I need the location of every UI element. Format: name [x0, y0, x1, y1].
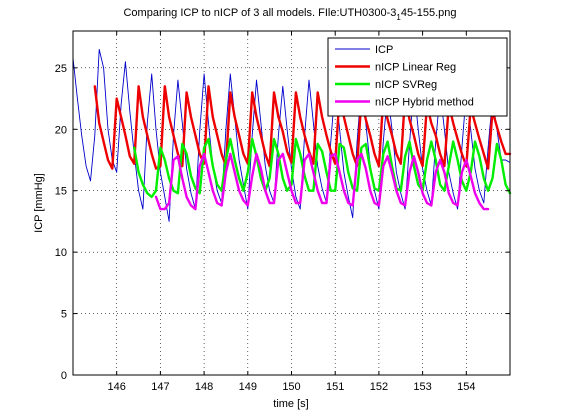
chart-title: Comparing ICP to nICP of 3 all models. F…	[123, 7, 456, 22]
axis-ticks: 146 147 148 149 150 151 152 153 154 0 5 10 15 20 25	[55, 31, 510, 393]
y-tick-label: 15	[55, 186, 67, 198]
series-group	[72, 48, 512, 222]
series-line-icp	[72, 48, 511, 222]
y-tick-label: 5	[61, 309, 67, 321]
x-tick-label: 151	[326, 381, 344, 393]
series-line-nicp-linear-reg	[93, 85, 512, 170]
series-line-nicp-hybrid-method	[154, 152, 490, 211]
legend-label-nicp-linear-reg: nICP Linear Reg	[375, 62, 456, 74]
x-tick-label: 146	[108, 381, 126, 393]
chart-title-tail: 45-155.png	[401, 7, 457, 19]
legend-label-nicp-svreg: nICP SVReg	[375, 79, 437, 91]
x-tick-label: 153	[413, 381, 431, 393]
y-tick-label: 10	[55, 247, 67, 259]
x-tick-label: 148	[195, 381, 213, 393]
x-axis-label: time [s]	[273, 398, 308, 410]
y-tick-label: 25	[55, 63, 67, 75]
legend-label-icp: ICP	[375, 44, 393, 56]
chart-title-main: Comparing ICP to nICP of 3 all models. F…	[123, 7, 396, 19]
legend-box	[327, 37, 508, 117]
legend: ICP nICP Linear Reg nICP SVReg nICP Hybrid …	[327, 37, 508, 117]
legend-entries: ICP nICP Linear Reg nICP SVReg nICP Hybrid …	[335, 44, 474, 109]
y-axis-label: ICP [mmHg]	[33, 173, 45, 233]
x-tick-label: 152	[370, 381, 388, 393]
x-tick-label: 147	[151, 381, 169, 393]
legend-label-nicp-hybrid-method: nICP Hybrid method	[375, 97, 474, 109]
x-tick-label: 149	[239, 381, 257, 393]
x-tick-label: 154	[457, 381, 475, 393]
y-tick-label: 20	[55, 124, 67, 136]
y-tick-label: 0	[61, 370, 67, 382]
x-tick-label: 150	[282, 381, 300, 393]
chart-title-subscript: 1	[396, 13, 401, 22]
